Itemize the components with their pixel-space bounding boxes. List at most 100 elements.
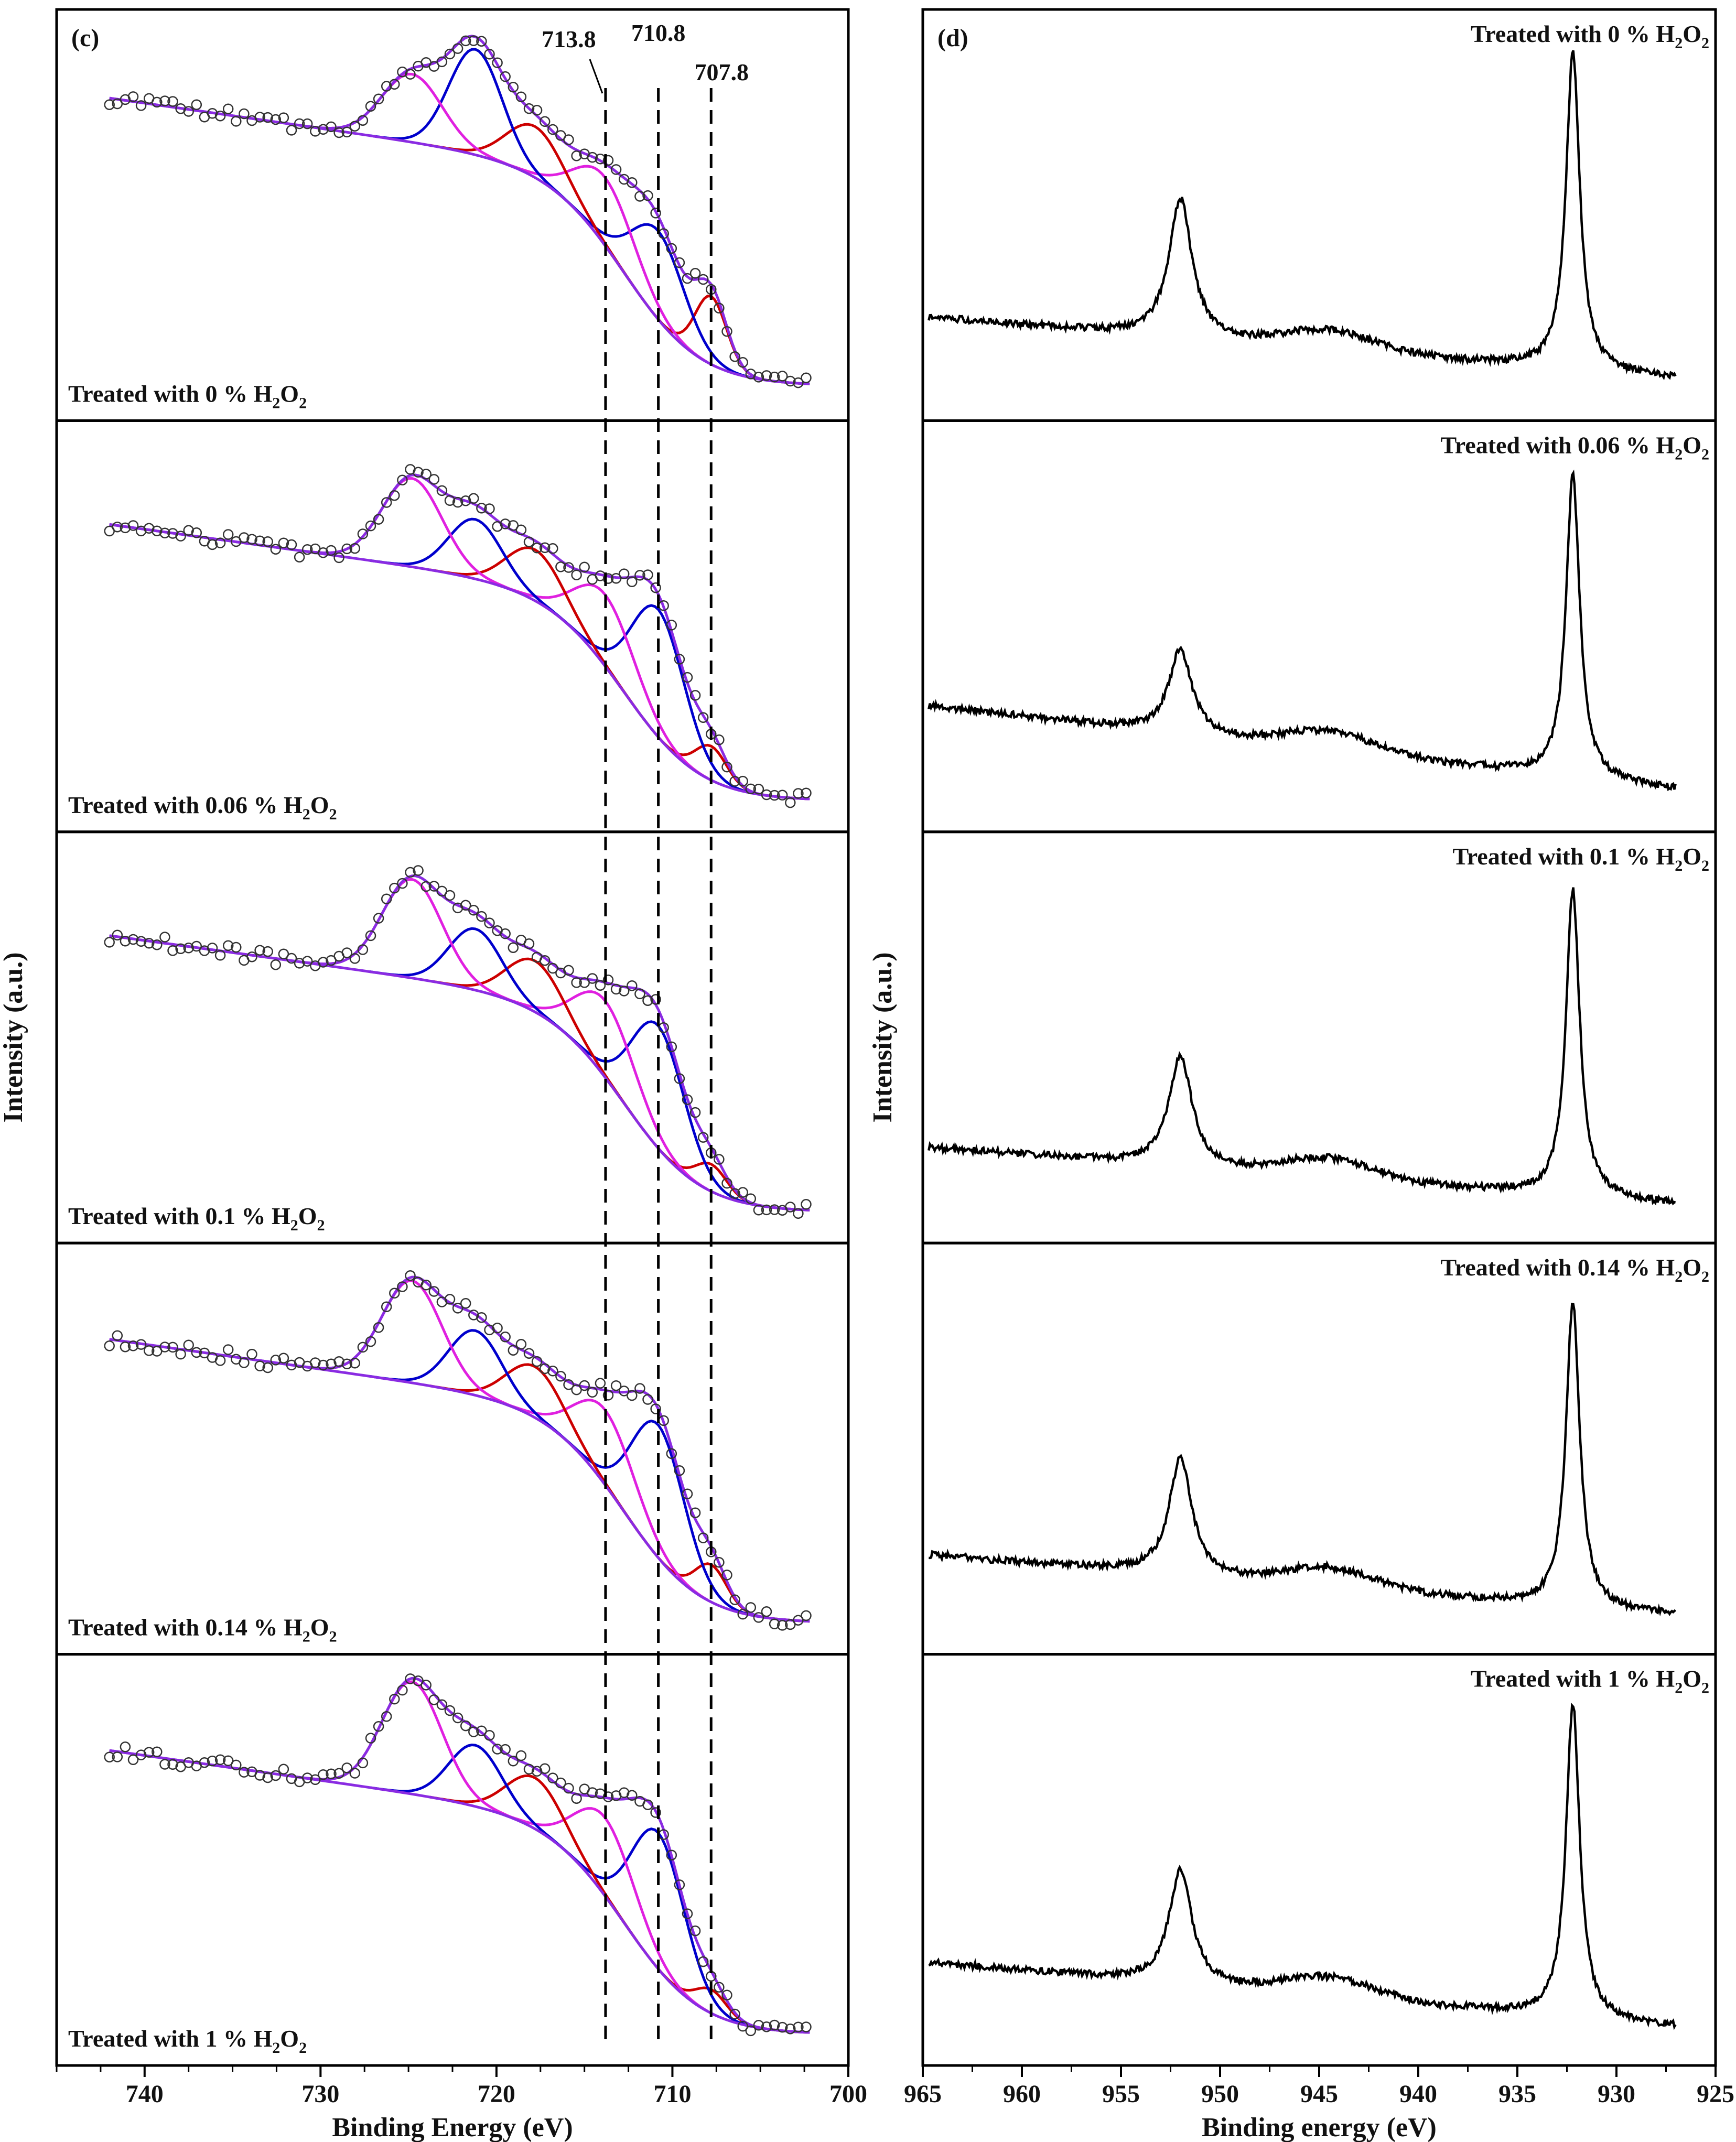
c-data-point (389, 1693, 400, 1705)
c-data-point (579, 561, 590, 572)
c-data-point (492, 1322, 503, 1334)
c-subplot-label-sub2: 2 (299, 2039, 307, 2057)
c-data-point (222, 940, 234, 951)
c-data-point (539, 955, 551, 966)
c-subplot-label-sub1: 2 (303, 806, 310, 823)
c-data-point (508, 520, 519, 531)
c-x-tick-label: 700 (829, 2080, 867, 2108)
c-data-point (539, 542, 551, 554)
c-envelope-line (109, 1676, 810, 2034)
c-fit-component (499, 1807, 708, 2013)
c-data-point (650, 582, 661, 593)
c-data-point (618, 1386, 630, 1397)
c-subplot-label-sub1: 2 (290, 1217, 298, 1234)
c-data-point (444, 1294, 456, 1305)
d-subplot-frame (921, 1241, 1717, 1656)
c-data-point (152, 525, 163, 536)
c-data-point (428, 474, 440, 485)
c-data-point (729, 1594, 740, 1605)
d-subplot-label: Treated with 0.1 % H2O2 (1452, 843, 1709, 874)
c-data-point (318, 547, 329, 558)
c-data-point (666, 1849, 677, 1860)
c-data-point (183, 943, 194, 954)
c-data-point (500, 518, 511, 529)
c-data-point (405, 1673, 416, 1684)
c-data-point (460, 35, 471, 47)
c-data-point (721, 761, 732, 773)
c-data-point (714, 734, 725, 745)
c-data-point (737, 775, 748, 787)
c-data-point (413, 865, 424, 876)
c-x-tick-label: 730 (301, 2080, 339, 2108)
d-spectrum-line (928, 469, 1677, 792)
c-data-point (642, 569, 653, 580)
c-data-point (515, 524, 527, 536)
c-x-tick-label: 720 (478, 2080, 515, 2108)
c-data-point (278, 1353, 289, 1364)
c-data-point (785, 797, 796, 808)
c-data-point (246, 951, 257, 962)
c-data-point (777, 371, 788, 382)
c-data-point (333, 1768, 344, 1779)
c-subplot-label-sub1: 2 (272, 2039, 280, 2057)
c-data-point (650, 208, 661, 219)
c-fit-component (552, 604, 761, 796)
c-data-point (143, 1747, 155, 1758)
c-data-point (674, 257, 685, 268)
c-data-point (127, 91, 139, 102)
c-data-point (239, 532, 250, 543)
c-data-point (301, 956, 313, 967)
c-data-point (531, 105, 543, 116)
c-data-point (627, 1390, 638, 1401)
c-subplot-label-sub1: 2 (303, 1628, 310, 1646)
c-data-point (326, 545, 337, 556)
c-data-point (191, 1347, 202, 1358)
c-data-point (484, 503, 495, 514)
d-subplot-label-mid: O (1683, 1254, 1701, 1281)
c-data-point (389, 882, 400, 894)
c-data-point (159, 95, 170, 106)
c-data-point (239, 1357, 250, 1368)
d-x-tick-label: 945 (1300, 2080, 1338, 2108)
c-data-point (191, 99, 202, 110)
d-subplot-label-sub2: 2 (1701, 857, 1709, 874)
c-subplot-label: Treated with 0.1 % H2O2 (68, 1203, 325, 1234)
c-data-point (357, 1342, 369, 1353)
c-data-point (349, 953, 361, 964)
c-data-point (539, 1763, 551, 1774)
c-data-point (666, 1041, 677, 1053)
c-data-point (191, 527, 202, 538)
d-x-tick-label: 960 (1003, 2080, 1041, 2108)
c-data-point (658, 1022, 669, 1033)
c-data-point (602, 155, 614, 166)
c-data-point (159, 932, 170, 943)
c-data-point (222, 103, 234, 114)
c-data-point (682, 273, 693, 284)
c-data-point (714, 1154, 725, 1165)
c-data-point (555, 561, 566, 572)
c-data-point (270, 959, 282, 970)
c-data-point (254, 1360, 265, 1371)
c-data-point (452, 43, 463, 54)
c-x-axis-label: Binding Energy (eV) (332, 2113, 573, 2142)
d-subplot-frame (921, 419, 1717, 834)
c-data-point (341, 1358, 352, 1370)
c-data-point (294, 958, 305, 969)
c-data-point (231, 1759, 242, 1771)
c-data-point (262, 946, 273, 957)
c-data-point (365, 101, 376, 112)
c-data-point (721, 1989, 732, 2000)
c-background-line (109, 1338, 810, 1623)
d-subplot-label-sub1: 2 (1675, 446, 1683, 463)
c-data-point (745, 2025, 757, 2037)
c-data-point (753, 1612, 764, 1623)
c-data-point (547, 124, 558, 135)
c-data-point (634, 988, 645, 1000)
c-data-point (143, 1345, 155, 1356)
c-data-point (674, 1465, 685, 1476)
c-subplot-label-mid: O (280, 2025, 299, 2052)
c-data-point (207, 943, 218, 954)
c-data-point (563, 965, 574, 976)
c-data-point (444, 48, 456, 60)
